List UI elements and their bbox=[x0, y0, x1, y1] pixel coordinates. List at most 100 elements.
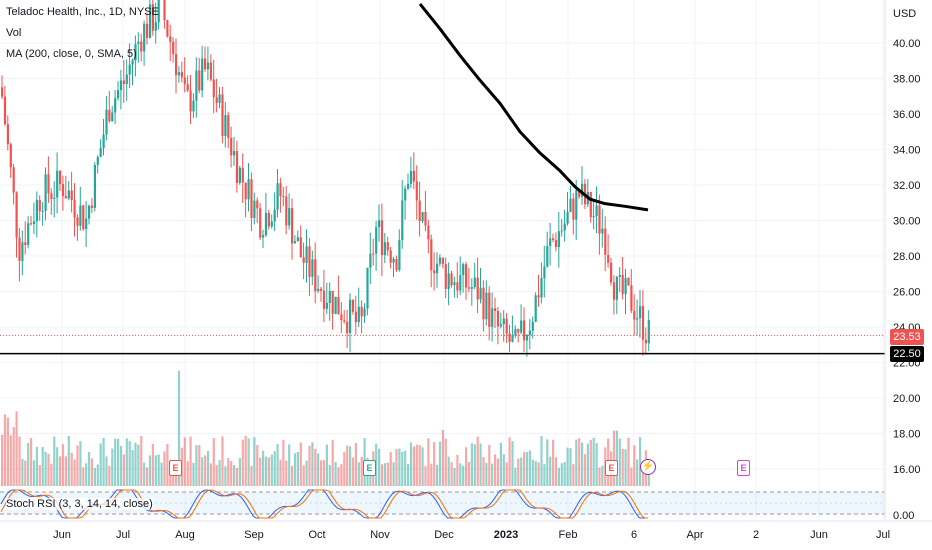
volume-bar bbox=[401, 451, 404, 486]
volume-bar bbox=[209, 463, 212, 486]
volume-legend[interactable]: Vol bbox=[6, 27, 22, 39]
volume-bar bbox=[430, 463, 433, 486]
volume-bar bbox=[128, 441, 131, 486]
candle-body bbox=[479, 287, 482, 300]
candle-body bbox=[44, 174, 47, 211]
candle-body bbox=[502, 318, 505, 325]
candle-body bbox=[543, 266, 546, 279]
currency-label: USD bbox=[893, 8, 916, 20]
volume-bar bbox=[73, 459, 76, 486]
x-tick-label: 2023 bbox=[494, 529, 518, 541]
volume-bar bbox=[340, 464, 343, 486]
volume-bar bbox=[482, 456, 485, 486]
volume-bar bbox=[56, 447, 59, 486]
volume-bar bbox=[201, 457, 204, 486]
volume-bar bbox=[192, 462, 195, 486]
candle-body bbox=[192, 100, 195, 112]
candle-body bbox=[349, 299, 352, 334]
candle-body bbox=[647, 320, 650, 344]
candle-body bbox=[331, 290, 334, 314]
volume-bar bbox=[444, 438, 447, 486]
candle-body bbox=[404, 188, 407, 201]
candle-body bbox=[50, 193, 53, 199]
y-tick-label: 26.00 bbox=[893, 287, 921, 299]
candle-body bbox=[259, 208, 262, 238]
candle-body bbox=[6, 124, 9, 145]
volume-bar bbox=[557, 467, 560, 486]
volume-bar bbox=[470, 443, 473, 486]
volume-bar bbox=[575, 439, 578, 486]
volume-bar bbox=[172, 466, 175, 486]
candle-body bbox=[47, 174, 50, 194]
volume-bar bbox=[293, 453, 297, 486]
candle-body bbox=[186, 84, 189, 91]
candle-body bbox=[311, 259, 314, 277]
volume-bar bbox=[163, 451, 166, 486]
volume-bar bbox=[467, 461, 471, 486]
volume-bar bbox=[433, 442, 436, 486]
volume-bar bbox=[137, 444, 140, 486]
volume-bar bbox=[264, 456, 268, 486]
candle-body bbox=[212, 79, 215, 98]
earnings-event-icon[interactable]: E bbox=[605, 460, 618, 476]
candle-body bbox=[305, 246, 308, 263]
volume-bar bbox=[50, 463, 53, 486]
candle-body bbox=[380, 220, 384, 256]
candle-body bbox=[523, 320, 526, 341]
candle-body bbox=[496, 310, 500, 327]
dividend-event-icon[interactable]: ⚡ bbox=[640, 459, 656, 475]
candle-body bbox=[151, 4, 154, 31]
volume-bar bbox=[59, 456, 62, 486]
y-tick-label: 32.00 bbox=[893, 180, 921, 192]
volume-bar bbox=[621, 448, 624, 486]
candle-body bbox=[15, 192, 18, 238]
volume-bar bbox=[276, 444, 279, 486]
volume-bar bbox=[360, 456, 363, 486]
candle-body bbox=[392, 258, 395, 263]
volume-bar bbox=[244, 435, 247, 486]
candle-body bbox=[218, 94, 221, 103]
volume-bar bbox=[627, 437, 630, 486]
volume-bar bbox=[459, 463, 462, 486]
volume-bar bbox=[70, 452, 73, 486]
volume-bar bbox=[82, 467, 85, 486]
stoch-rsi-legend[interactable]: Stoch RSI (3, 3, 14, 14, close) bbox=[6, 498, 153, 510]
candle-body bbox=[24, 242, 27, 245]
candle-body bbox=[378, 220, 381, 228]
candle-body bbox=[627, 277, 630, 286]
candle-body bbox=[476, 277, 479, 300]
candle-body bbox=[125, 74, 128, 84]
candle-body bbox=[511, 335, 514, 342]
volume-bar bbox=[166, 443, 169, 486]
volume-bar bbox=[601, 465, 604, 486]
candle-body bbox=[621, 274, 624, 294]
volume-bar bbox=[291, 465, 294, 486]
candle-body bbox=[383, 242, 386, 256]
volume-bar bbox=[343, 451, 346, 486]
volume-bar bbox=[218, 460, 221, 486]
volume-bar bbox=[221, 436, 224, 486]
candle-body bbox=[247, 179, 250, 200]
candle-body bbox=[409, 170, 413, 184]
candle-body bbox=[288, 208, 291, 226]
x-tick-label: Aug bbox=[175, 529, 195, 541]
candle-body bbox=[343, 320, 346, 322]
candle-body bbox=[163, 0, 166, 21]
candle-body bbox=[35, 200, 38, 222]
volume-bar bbox=[337, 467, 340, 486]
symbol-legend[interactable]: Teladoc Health, Inc., 1D, NYSE bbox=[6, 6, 159, 18]
candle-body bbox=[569, 198, 572, 212]
volume-bar bbox=[273, 451, 276, 486]
earnings-event-icon[interactable]: E bbox=[363, 460, 376, 476]
earnings-event-icon[interactable]: E bbox=[169, 460, 182, 476]
earnings-event-icon[interactable]: E bbox=[737, 460, 750, 476]
candle-body bbox=[215, 97, 218, 103]
candle-body bbox=[459, 275, 462, 291]
candle-body bbox=[421, 211, 424, 222]
volume-bar bbox=[64, 456, 67, 486]
volume-bar bbox=[308, 445, 311, 486]
ma-legend[interactable]: MA (200, close, 0, SMA, 5) bbox=[6, 48, 137, 60]
volume-bar bbox=[96, 464, 99, 486]
candle-body bbox=[233, 151, 236, 156]
